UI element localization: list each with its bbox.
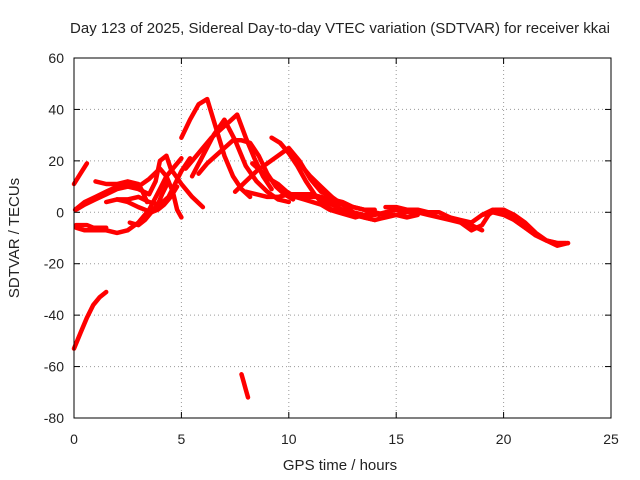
tick-layer [73,57,612,419]
x-tick-label: 20 [496,431,512,447]
series-line-trace-15 [239,372,251,400]
y-tick-label: 20 [48,153,64,169]
y-tick-label: -80 [44,410,64,426]
series-line-trace-11 [179,96,253,200]
y-axis-label: SDTVAR / TECUs [6,178,23,298]
series-line-trace-21 [297,192,420,220]
grid-layer [74,58,611,418]
series-line-trace-12 [183,112,274,192]
series-line-trace-14 [196,138,296,202]
series-line-trace-10 [127,179,171,228]
series-line-trace-5 [73,222,109,230]
x-tick-label: 15 [388,431,404,447]
series-line-trace-25 [479,210,569,246]
y-tick-label: -60 [44,359,64,375]
chart-title: Day 123 of 2025, Sidereal Day-to-day VTE… [70,20,610,37]
series-layer [71,96,571,400]
x-axis-label: GPS time / hours [283,457,397,474]
y-tick-label: 0 [56,204,64,220]
tick-label-layer: 0 5 10 15 20 25 -80 -60 -40 -20 0 20 40 60 [44,50,619,447]
x-tick-label: 0 [70,431,78,447]
y-tick-label: 40 [48,101,64,117]
x-tick-label: 10 [281,431,297,447]
y-tick-label: 60 [48,50,64,66]
x-tick-label: 25 [603,431,619,447]
series-line-trace-1 [71,161,90,187]
series-line-trace-7 [93,179,150,205]
y-tick-label: -20 [44,256,64,272]
series-line-trace-6 [71,289,109,351]
series-line-trace-3 [73,156,184,236]
series-line-trace-16 [232,145,335,200]
y-tick-label: -40 [44,307,64,323]
plot-frame [73,57,612,419]
x-tick-label: 5 [178,431,186,447]
